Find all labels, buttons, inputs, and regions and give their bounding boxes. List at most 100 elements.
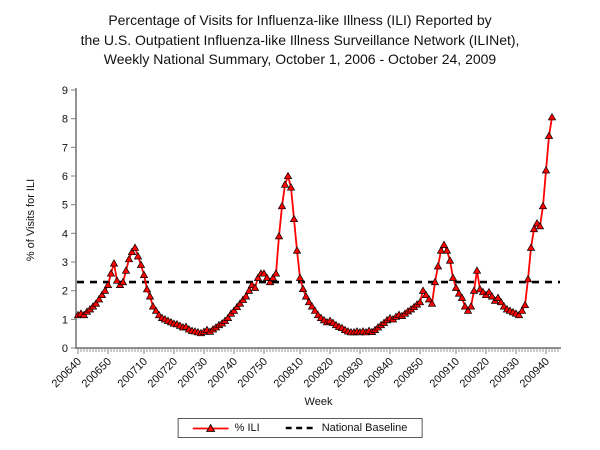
ili-data-point-marker — [514, 310, 524, 319]
ili-data-point-marker — [268, 273, 278, 281]
ili-data-point-marker — [430, 277, 440, 286]
ili-data-point-marker — [544, 131, 554, 139]
chart-title-line-1: Percentage of Visits for Influenza-like … — [108, 12, 492, 28]
ili-data-point-marker — [496, 297, 506, 306]
ili-data-point-marker — [415, 297, 425, 306]
ili-data-point-marker — [286, 183, 296, 191]
y-tick-label: 3 — [62, 257, 68, 269]
ili-data-point-marker — [523, 274, 533, 283]
ili-data-point-marker — [136, 260, 146, 268]
ili-data-point-marker — [472, 266, 482, 274]
x-tick-label: 200930 — [488, 356, 522, 390]
ili-data-point-marker — [112, 276, 122, 284]
x-tick-label: 200750 — [236, 356, 270, 390]
x-axis-title: Week — [304, 396, 333, 408]
ili-data-point-marker — [283, 171, 293, 180]
ili-data-point-marker — [424, 294, 434, 303]
ili-data-point-marker — [241, 292, 251, 300]
ili-data-point-marker — [460, 302, 470, 310]
ili-data-point-marker — [304, 297, 314, 306]
ili-line — [77, 117, 553, 335]
ili-line-swatch-icon — [192, 423, 229, 433]
ili-data-point-marker — [91, 299, 101, 307]
ili-data-point-marker — [301, 292, 311, 300]
ili-data-point-marker — [487, 292, 497, 300]
x-tick-label: 200850 — [392, 356, 426, 390]
x-tick-label: 200820 — [302, 356, 336, 390]
x-tick-label: 200910 — [428, 356, 462, 390]
ili-data-point-marker — [310, 306, 320, 314]
ili-data-point-marker — [442, 246, 452, 254]
ili-data-point-marker — [148, 302, 158, 310]
ili-data-point-marker — [121, 266, 131, 274]
ili-data-point-marker — [529, 224, 539, 233]
ili-data-point-marker — [139, 270, 149, 278]
y-tick-label: 9 — [62, 85, 68, 97]
x-tick-label: 200730 — [176, 356, 210, 390]
ili-data-point-marker — [229, 306, 239, 314]
ili-data-point-marker — [271, 269, 281, 277]
ili-data-point-marker — [280, 180, 290, 188]
legend-ili-label: % ILI — [234, 422, 260, 434]
ili-data-point-marker — [289, 214, 299, 223]
ili-data-point-marker — [298, 284, 308, 292]
x-tick-label: 200650 — [80, 356, 114, 390]
ili-data-point-marker — [466, 302, 476, 310]
y-tick-label: 7 — [62, 142, 68, 154]
ili-data-point-marker — [127, 247, 137, 256]
ili-data-point-marker — [259, 269, 269, 277]
x-tick-label: 200740 — [206, 356, 240, 390]
y-tick-label: 5 — [62, 200, 68, 212]
ili-data-point-marker — [493, 293, 503, 301]
x-tick-label: 200710 — [116, 356, 150, 390]
ili-data-point-marker — [277, 201, 287, 210]
ili-data-point-marker — [535, 221, 545, 230]
ili-data-point-marker — [484, 287, 494, 296]
x-tick-label: 200720 — [146, 356, 180, 390]
ili-data-point-marker — [235, 299, 245, 307]
legend-item-baseline: National Baseline — [285, 422, 407, 434]
x-tick-label: 200640 — [50, 356, 84, 390]
x-tick-label: 200940 — [518, 356, 552, 390]
ili-data-point-marker — [538, 201, 548, 210]
y-axis-title: % of Visits for ILI — [25, 178, 37, 262]
ili-data-point-marker — [274, 231, 284, 240]
x-tick-label: 200830 — [332, 356, 366, 390]
ili-data-point-marker — [541, 165, 551, 174]
ili-data-point-marker — [151, 306, 161, 314]
ili-data-point-marker — [439, 240, 449, 248]
baseline-dash-swatch-icon — [285, 423, 316, 433]
ili-data-point-marker — [265, 277, 275, 286]
ili-data-point-marker — [526, 243, 536, 251]
ili-data-point-marker — [547, 112, 557, 121]
ili-data-point-marker — [448, 273, 458, 281]
ili-data-point-marker — [262, 273, 272, 281]
y-tick-label: 6 — [62, 171, 68, 183]
y-tick-label: 8 — [62, 114, 68, 126]
ili-data-point-marker — [103, 280, 113, 288]
ili-data-point-marker — [295, 273, 305, 281]
ili-data-point-marker — [106, 269, 116, 277]
ili-data-point-marker — [445, 256, 455, 264]
ili-data-point-marker — [97, 290, 107, 299]
y-tick-label: 4 — [62, 228, 68, 240]
chart-title-line-3: Weekly National Summary, October 1, 2006… — [103, 51, 497, 67]
ili-data-point-marker — [451, 283, 461, 291]
ili-data-point-marker — [418, 286, 428, 294]
ili-data-point-marker — [520, 300, 530, 309]
ili-data-point-marker — [223, 313, 233, 321]
ili-data-point-marker — [244, 286, 254, 294]
ili-data-point-marker — [118, 277, 128, 286]
ili-data-point-marker — [292, 246, 302, 254]
ili-data-point-marker — [427, 299, 437, 307]
y-tick-label: 2 — [62, 286, 68, 298]
ili-data-point-marker — [124, 254, 134, 263]
ili-data-point-marker — [517, 306, 527, 314]
ili-data-point-marker — [133, 251, 143, 260]
chart-title: Percentage of Visits for Influenza-like … — [0, 11, 600, 70]
x-tick-label: 200920 — [458, 356, 492, 390]
ili-data-point-marker — [94, 294, 104, 303]
ili-data-point-marker — [130, 243, 140, 251]
